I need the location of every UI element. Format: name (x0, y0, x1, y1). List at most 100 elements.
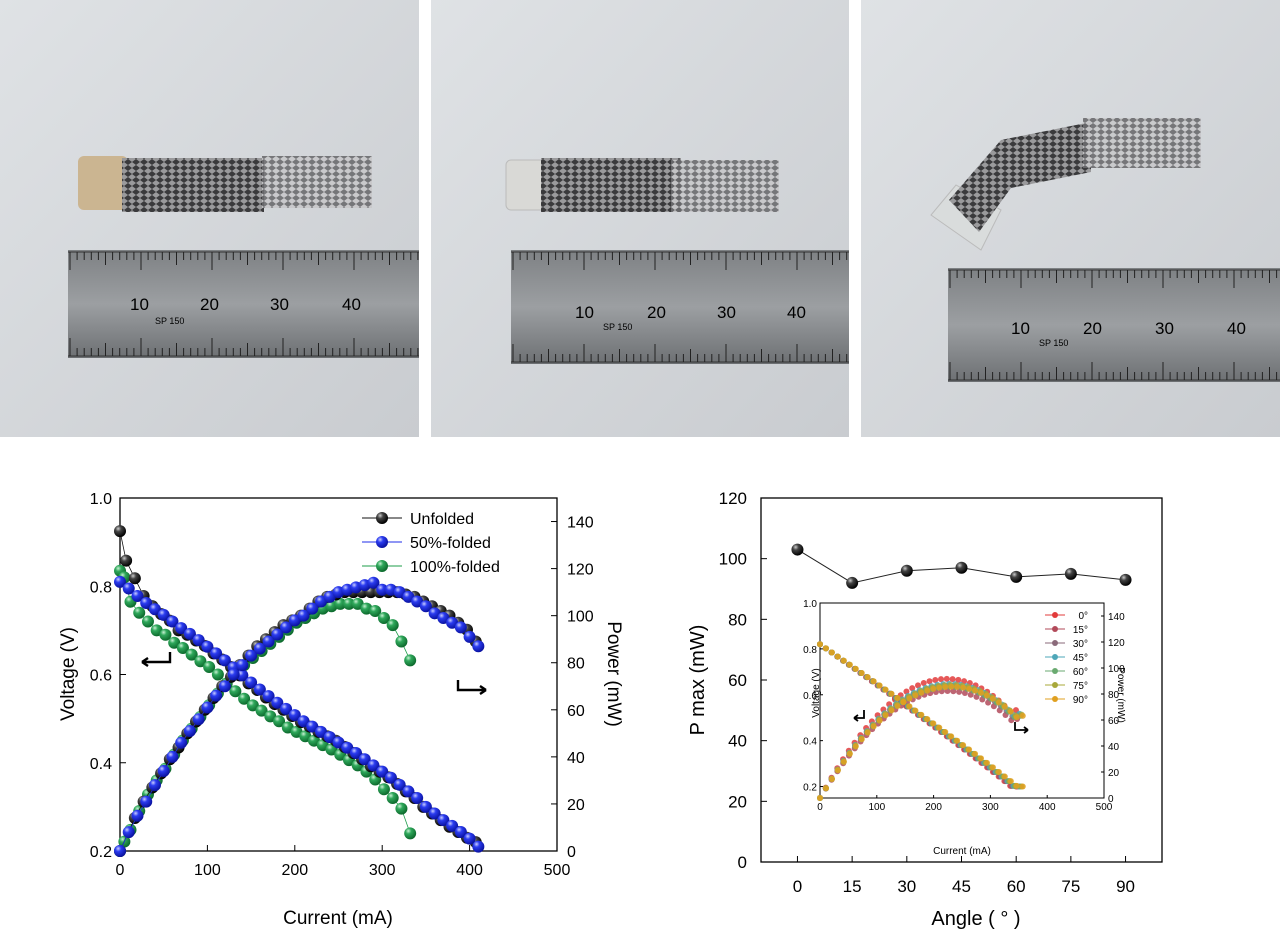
power-point-half-folded (262, 635, 275, 648)
y-axis-label: Voltage (V) (58, 627, 79, 721)
inset-voltage-point (954, 737, 961, 744)
legend: Unfolded 50%-folded 100%-folded (362, 511, 500, 576)
x-tick-label-right: 60 (1007, 877, 1026, 896)
inset-y-tick-label: 0.6 (803, 691, 817, 702)
pmax-point (955, 561, 968, 574)
voltage-point-half-folded (288, 709, 301, 722)
inset-power-point (954, 683, 961, 690)
y2-tick-label: 20 (567, 797, 585, 814)
inset-power-point (948, 683, 955, 690)
x-tick-label: 400 (456, 862, 483, 879)
power-point-half-folded (131, 809, 144, 822)
voltage-point-full-folded (255, 704, 268, 717)
y2-tick-label: 120 (567, 562, 594, 579)
power-point-half-folded (192, 713, 205, 726)
inset-power-point (955, 676, 962, 683)
inset-power-point (978, 689, 985, 696)
svg-text:30: 30 (1155, 319, 1174, 338)
voltage-point-half-folded (358, 753, 371, 766)
inset-power-point (888, 707, 895, 714)
pmax-point (1010, 570, 1023, 583)
svg-text:20: 20 (647, 303, 666, 322)
inset-voltage-point (1019, 783, 1026, 790)
inset-voltage-point (876, 682, 883, 689)
inset-power-point (943, 675, 950, 682)
inset-voltage-point (924, 716, 931, 723)
power-point-full-folded (404, 654, 417, 667)
inset-voltage-point (1007, 778, 1014, 785)
y2-tick-label: 80 (567, 656, 585, 673)
voltage-point-half-folded (454, 826, 467, 839)
power-point-full-folded (395, 635, 408, 648)
voltage-arrow (141, 652, 172, 667)
inset-x-tick-label: 200 (925, 802, 942, 813)
inset-power-point (924, 687, 931, 694)
svg-text:20: 20 (1083, 319, 1102, 338)
inset-power-point (846, 750, 853, 757)
svg-text:20: 20 (200, 295, 219, 314)
inset-legend-label: 75° (1073, 681, 1088, 692)
inset-legend-label: 15° (1073, 625, 1088, 636)
inset-voltage-point (840, 657, 847, 664)
voltage-point-half-folded (315, 725, 328, 738)
inset-voltage-point (822, 645, 829, 652)
polarization-chart: 0 100 200 300 400 500 0.2 0.4 0.6 0.8 1.0 0 20 40 60 80… (58, 491, 624, 929)
photo-half-folded: 10 20 30 40 SP 150 (431, 0, 849, 437)
inset-power-point (942, 683, 949, 690)
inset-x-tick-label: 100 (868, 802, 885, 813)
inset-power-arrow (1014, 722, 1029, 734)
power-arrow (456, 680, 487, 695)
inset-legend-marker (1052, 640, 1058, 646)
power-point-full-folded (369, 604, 382, 617)
y-tick-label-right: 80 (728, 610, 747, 629)
power-point-half-folded (210, 689, 223, 702)
inset-voltage-point (948, 733, 955, 740)
inset-y2-tick-label: 20 (1108, 768, 1120, 779)
y2-axis-label: Power (mW) (603, 621, 624, 727)
y-tick-label: 0.6 (90, 668, 112, 685)
voltage-point-full-folded (386, 792, 399, 805)
power-point-full-folded (386, 619, 399, 632)
voltage-point-half-folded (428, 807, 441, 820)
inset-power-point (932, 676, 939, 683)
inset-power-point (995, 699, 1002, 706)
voltage-point-half-folded (332, 736, 345, 749)
power-point-half-folded (454, 621, 467, 634)
voltage-point-half-folded (114, 575, 126, 588)
inset-power-point (936, 684, 943, 691)
inset-power-point (894, 702, 901, 709)
voltage-point-full-folded (211, 668, 224, 681)
power-point-half-folded (463, 630, 476, 643)
inset-legend-label: 60° (1073, 667, 1088, 678)
inset-voltage-point (912, 707, 919, 714)
voltage-point-half-folded (376, 765, 389, 778)
pmax-point (791, 543, 804, 556)
y-tick-label: 1.0 (90, 491, 112, 508)
pmax-point (846, 576, 859, 589)
inset-voltage-point (1013, 782, 1020, 789)
voltage-point-full-folded (185, 648, 198, 661)
photo-unfolded: 10 20 30 40 SP 150 (0, 0, 419, 437)
inset-power-point (828, 776, 835, 783)
power-point-half-folded (157, 764, 170, 777)
legend-marker-unfolded (376, 512, 388, 524)
voltage-point-half-folded (306, 720, 319, 733)
inset-power-point (1013, 714, 1020, 721)
inset-y2-label: Power (mW) (1115, 667, 1126, 723)
inset-power-point (972, 687, 979, 694)
inset-y2-tick-label: 60 (1108, 716, 1120, 727)
voltage-point-half-folded (402, 785, 415, 798)
power-point-half-folded (175, 736, 188, 749)
legend-label-half: 50%-folded (410, 535, 491, 552)
y-tick-label-right: 120 (719, 489, 747, 508)
inset-x-tick-label: 300 (982, 802, 999, 813)
inset-x-tick-label: 500 (1096, 802, 1113, 813)
voltage-point-half-folded (349, 747, 362, 760)
inset-legend-label: 45° (1073, 653, 1088, 664)
inset-power-point (966, 685, 973, 692)
inset-y-tick-label: 0.2 (803, 783, 817, 794)
inset-voltage-point (852, 665, 859, 672)
voltage-point-half-folded (419, 800, 432, 813)
inset-power-point (989, 695, 996, 702)
power-point-half-folded (306, 602, 319, 615)
